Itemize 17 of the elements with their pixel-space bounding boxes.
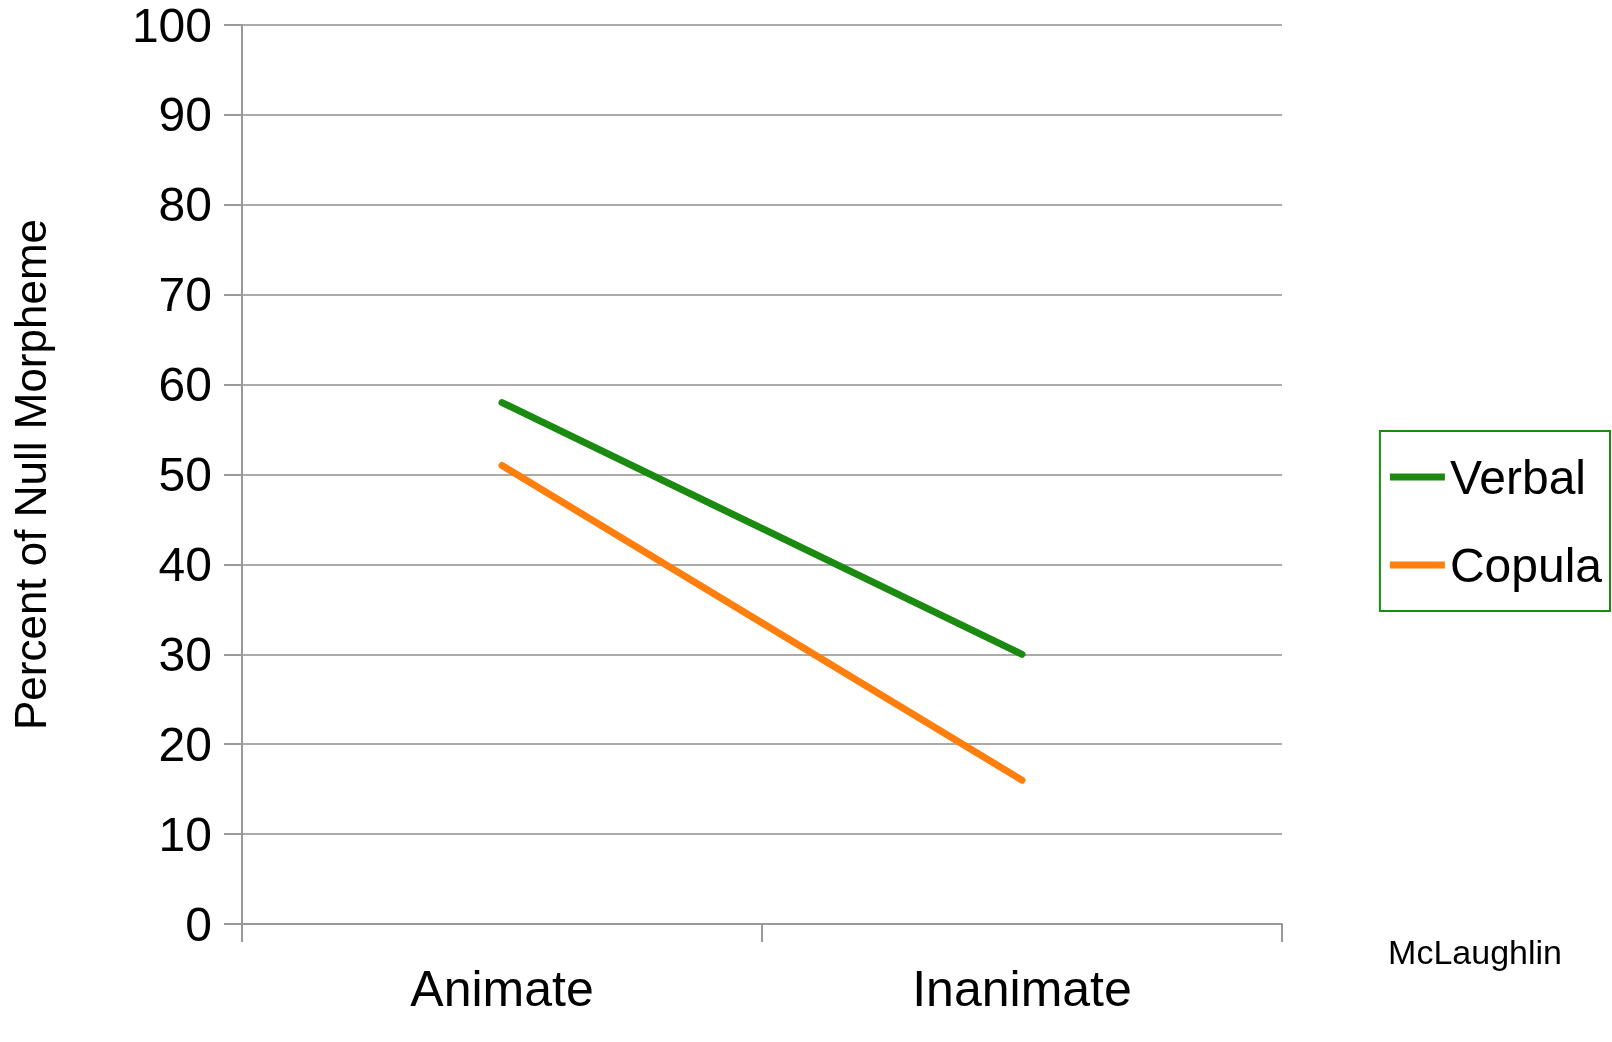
y-tick-label: 20 [158, 717, 212, 771]
text: McLaughlin [1388, 933, 1563, 971]
legend-label: Copula [1449, 538, 1603, 592]
y-tick-label: 0 [185, 897, 212, 951]
y-tick-label: 100 [131, 0, 212, 52]
y-tick-label: 70 [158, 268, 212, 322]
y-tick-label: 10 [158, 807, 212, 861]
y-tick-label: 40 [158, 537, 212, 591]
y-tick-label: 80 [158, 178, 212, 232]
y-axis-title: Percent of Null Morpheme [5, 218, 55, 731]
y-tick-label: 90 [158, 88, 212, 142]
y-tick-label: 50 [158, 448, 212, 501]
y-tick-label: 30 [158, 627, 212, 681]
x-tick-label: Inanimate [912, 961, 1132, 1017]
x-tick-label: Animate [410, 961, 594, 1017]
y-tick-label: 60 [158, 358, 212, 412]
legend-label: Verbal [1449, 450, 1586, 504]
